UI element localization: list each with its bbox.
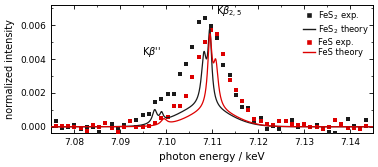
Text: K$\beta$'': K$\beta$'' [142,45,161,59]
X-axis label: photon energy / keV: photon energy / keV [160,152,265,162]
Y-axis label: normalized intensity: normalized intensity [5,19,15,119]
Legend: FeS$_2$ exp., FeS$_2$ theory, FeS exp., FeS theory: FeS$_2$ exp., FeS$_2$ theory, FeS exp., … [301,7,371,58]
Text: K$\beta_{2,5}$: K$\beta_{2,5}$ [216,5,242,20]
